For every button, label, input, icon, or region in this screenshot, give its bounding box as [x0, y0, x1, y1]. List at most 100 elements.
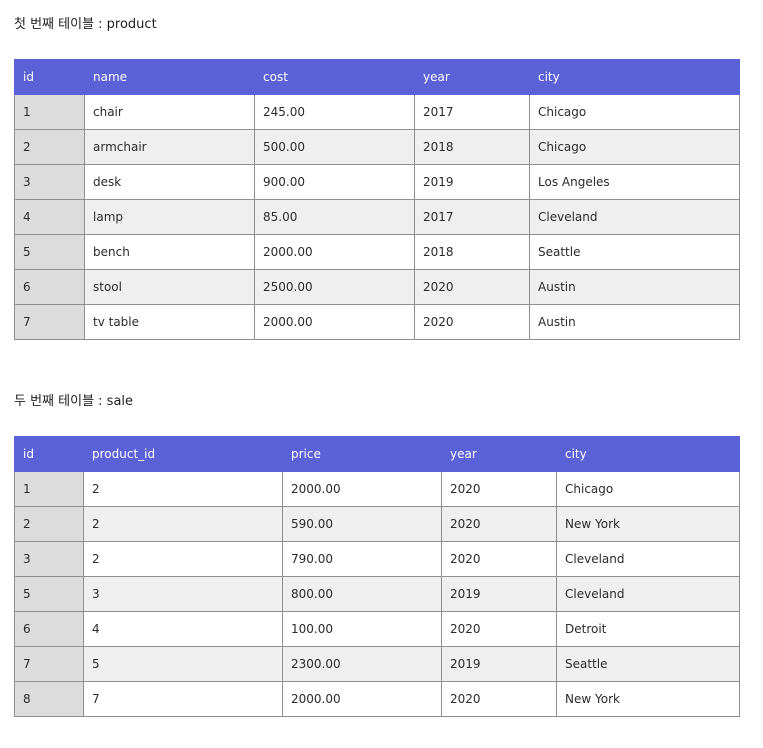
product-cell-year: 2020	[414, 269, 530, 305]
sale-table-row: 3 2 790.00 2020 Cleveland	[14, 541, 740, 577]
product-cell-cost: 500.00	[254, 129, 415, 165]
product-table-row: 3 desk 900.00 2019 Los Angeles	[14, 164, 740, 200]
product-cell-year: 2019	[414, 164, 530, 200]
product-cell-name: stool	[84, 269, 255, 305]
product-table-row: 7 tv table 2000.00 2020 Austin	[14, 304, 740, 340]
sale-cell-product-id: 2	[83, 471, 283, 507]
product-table-row: 1 chair 245.00 2017 Chicago	[14, 94, 740, 130]
product-cell-name: lamp	[84, 199, 255, 235]
product-table: id name cost year city 1 chair 245.00 2017 C…	[14, 59, 740, 340]
sale-cell-product-id: 2	[83, 541, 283, 577]
sale-cell-price: 2000.00	[282, 471, 442, 507]
product-header-year: year	[414, 59, 530, 95]
sale-cell-id: 6	[14, 611, 84, 647]
sale-cell-city: Cleveland	[556, 576, 740, 612]
sale-cell-product-id: 5	[83, 646, 283, 682]
product-cell-id: 6	[14, 269, 85, 305]
sale-cell-id: 3	[14, 541, 84, 577]
sale-cell-product-id: 7	[83, 681, 283, 717]
product-cell-name: tv table	[84, 304, 255, 340]
sale-table-row: 5 3 800.00 2019 Cleveland	[14, 576, 740, 612]
product-cell-city: Austin	[529, 269, 740, 305]
sale-header-product-id: product_id	[83, 436, 283, 472]
sale-table-row: 8 7 2000.00 2020 New York	[14, 681, 740, 717]
sale-cell-price: 590.00	[282, 506, 442, 542]
product-cell-cost: 2000.00	[254, 304, 415, 340]
sale-cell-price: 800.00	[282, 576, 442, 612]
product-table-row: 4 lamp 85.00 2017 Cleveland	[14, 199, 740, 235]
sale-cell-id: 1	[14, 471, 84, 507]
product-cell-name: desk	[84, 164, 255, 200]
sale-cell-year: 2020	[441, 681, 557, 717]
product-cell-cost: 85.00	[254, 199, 415, 235]
product-header-name: name	[84, 59, 255, 95]
sale-cell-product-id: 4	[83, 611, 283, 647]
product-table-row: 6 stool 2500.00 2020 Austin	[14, 269, 740, 305]
product-cell-city: Chicago	[529, 94, 740, 130]
product-cell-year: 2018	[414, 129, 530, 165]
product-cell-city: Seattle	[529, 234, 740, 270]
product-header-id: id	[14, 59, 85, 95]
sale-cell-price: 100.00	[282, 611, 442, 647]
sale-cell-id: 8	[14, 681, 84, 717]
sale-table-row: 2 2 590.00 2020 New York	[14, 506, 740, 542]
product-cell-id: 3	[14, 164, 85, 200]
sale-cell-year: 2020	[441, 541, 557, 577]
sale-table-row: 7 5 2300.00 2019 Seattle	[14, 646, 740, 682]
sale-table-header-row: id product_id price year city	[14, 436, 740, 472]
sale-table-row: 1 2 2000.00 2020 Chicago	[14, 471, 740, 507]
product-cell-name: bench	[84, 234, 255, 270]
product-cell-year: 2018	[414, 234, 530, 270]
sale-cell-city: Seattle	[556, 646, 740, 682]
product-table-row: 5 bench 2000.00 2018 Seattle	[14, 234, 740, 270]
sale-cell-product-id: 3	[83, 576, 283, 612]
sale-header-id: id	[14, 436, 84, 472]
product-cell-cost: 245.00	[254, 94, 415, 130]
sale-cell-city: New York	[556, 506, 740, 542]
product-cell-id: 7	[14, 304, 85, 340]
product-table-row: 2 armchair 500.00 2018 Chicago	[14, 129, 740, 165]
product-cell-year: 2020	[414, 304, 530, 340]
product-cell-id: 4	[14, 199, 85, 235]
sale-cell-year: 2019	[441, 576, 557, 612]
product-cell-cost: 900.00	[254, 164, 415, 200]
sale-cell-city: Detroit	[556, 611, 740, 647]
sale-table-caption: 두 번째 테이블 : sale	[14, 394, 134, 409]
sale-cell-year: 2020	[441, 506, 557, 542]
sale-table: id product_id price year city 1 2 2000.00 2…	[14, 436, 740, 717]
sale-header-price: price	[282, 436, 442, 472]
sale-cell-price: 2000.00	[282, 681, 442, 717]
product-cell-cost: 2500.00	[254, 269, 415, 305]
product-cell-city: Austin	[529, 304, 740, 340]
product-table-header-row: id name cost year city	[14, 59, 740, 95]
product-cell-id: 2	[14, 129, 85, 165]
product-header-cost: cost	[254, 59, 415, 95]
product-cell-id: 1	[14, 94, 85, 130]
sale-cell-city: Chicago	[556, 471, 740, 507]
sale-cell-year: 2020	[441, 471, 557, 507]
sale-table-row: 6 4 100.00 2020 Detroit	[14, 611, 740, 647]
sale-cell-price: 790.00	[282, 541, 442, 577]
product-cell-name: chair	[84, 94, 255, 130]
product-header-city: city	[529, 59, 740, 95]
sale-cell-year: 2020	[441, 611, 557, 647]
product-cell-year: 2017	[414, 94, 530, 130]
product-cell-id: 5	[14, 234, 85, 270]
sale-cell-id: 2	[14, 506, 84, 542]
product-cell-city: Cleveland	[529, 199, 740, 235]
sale-cell-id: 5	[14, 576, 84, 612]
sale-header-city: city	[556, 436, 740, 472]
product-cell-year: 2017	[414, 199, 530, 235]
product-table-caption: 첫 번째 테이블 : product	[14, 17, 157, 32]
sale-cell-city: Cleveland	[556, 541, 740, 577]
sale-cell-price: 2300.00	[282, 646, 442, 682]
sale-cell-id: 7	[14, 646, 84, 682]
sale-header-year: year	[441, 436, 557, 472]
sale-cell-product-id: 2	[83, 506, 283, 542]
sale-cell-city: New York	[556, 681, 740, 717]
sale-cell-year: 2019	[441, 646, 557, 682]
product-cell-city: Chicago	[529, 129, 740, 165]
product-cell-cost: 2000.00	[254, 234, 415, 270]
product-cell-name: armchair	[84, 129, 255, 165]
product-cell-city: Los Angeles	[529, 164, 740, 200]
